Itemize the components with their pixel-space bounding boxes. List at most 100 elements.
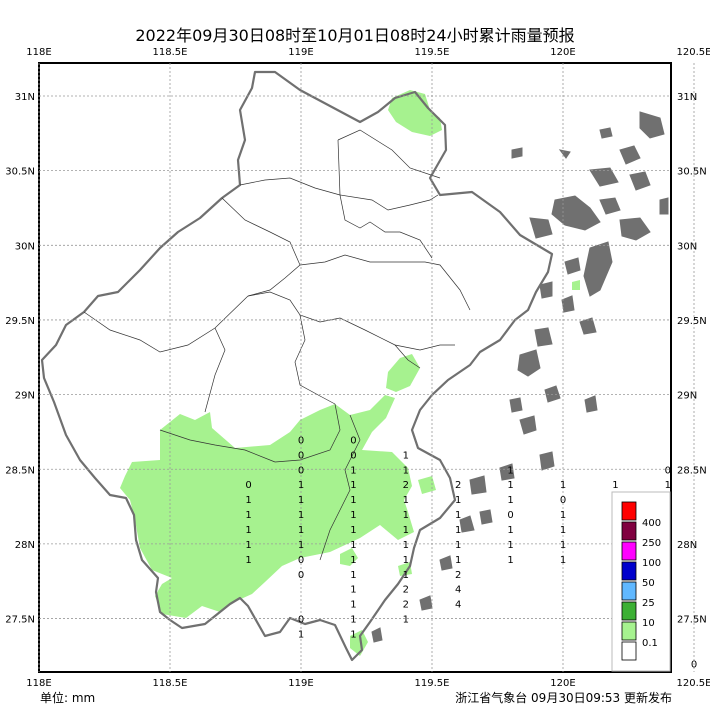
station-value: 0: [350, 450, 356, 461]
rain-area-small-3: [418, 476, 436, 494]
lon-tick-top: 118E: [26, 47, 51, 58]
station-value: 0: [507, 510, 513, 521]
color-legend: 400 250 100 50 25 10 0.1: [611, 491, 671, 672]
station-value: 1: [245, 510, 251, 521]
station-value: 1: [455, 525, 461, 536]
issuer-label: 浙江省气象台 09月30日09:53 更新发布: [455, 691, 672, 705]
station-value: 0: [691, 659, 697, 670]
station-value: 0: [298, 450, 304, 461]
station-value: 1: [350, 525, 356, 536]
station-value: 1: [350, 480, 356, 491]
rain-area-east: [386, 354, 420, 392]
station-value: 1: [245, 540, 251, 551]
station-value: 1: [298, 540, 304, 551]
legend-swatch: [621, 541, 637, 561]
rain-area-small-4: [398, 562, 412, 576]
station-value: 0: [245, 480, 251, 491]
station-value: 1: [403, 495, 409, 506]
station-value: 1: [350, 465, 356, 476]
lon-tick-bottom: 120.5E: [677, 678, 710, 689]
station-value: 1: [403, 465, 409, 476]
lon-tick-bottom: 118.5E: [153, 678, 188, 689]
legend-label: 400: [642, 518, 661, 529]
station-value: 1: [245, 495, 251, 506]
station-value: 1: [350, 570, 356, 581]
station-value: 1: [403, 570, 409, 581]
station-value: 0: [665, 465, 671, 476]
lon-tick-bottom: 120E: [550, 678, 575, 689]
rain-area-small-2: [350, 630, 368, 656]
lat-tick-right: 31N: [677, 92, 697, 103]
station-value: 1: [403, 615, 409, 626]
station-value: 1: [298, 495, 304, 506]
station-value: 1: [455, 510, 461, 521]
station-value: 0: [298, 570, 304, 581]
city-boundaries: [83, 129, 471, 561]
station-value: 1: [403, 450, 409, 461]
lat-tick-left: 29N: [15, 391, 35, 402]
station-value: 1: [612, 480, 618, 491]
station-value: 1: [350, 615, 356, 626]
legend-box: [611, 491, 671, 672]
lat-tick-left: 31N: [15, 92, 35, 103]
station-value: 1: [350, 585, 356, 596]
lon-tick-bottom: 119.5E: [415, 678, 450, 689]
map-frame: [38, 62, 672, 673]
lat-tick-left: 29.5N: [5, 316, 35, 327]
legend-label: 25: [642, 598, 655, 609]
station-value: 1: [298, 525, 304, 536]
station-value: 2: [455, 570, 461, 581]
lat-tick-right: 30.5N: [677, 167, 707, 178]
station-value: 1: [245, 555, 251, 566]
station-value: 1: [560, 540, 566, 551]
legend-swatch: [621, 521, 637, 541]
lat-tick-right: 27.5N: [677, 615, 707, 626]
station-value: 1: [455, 555, 461, 566]
station-value: 0: [298, 435, 304, 446]
station-value: 1: [403, 510, 409, 521]
legend-swatch: [621, 641, 637, 661]
legend-label: 250: [642, 538, 661, 549]
legend-swatch: [621, 601, 637, 621]
legend-swatch: [621, 621, 637, 641]
station-value: 1: [298, 480, 304, 491]
station-value: 1: [560, 480, 566, 491]
legend-label: 0.1: [642, 638, 658, 649]
coastal-islands: [371, 111, 669, 643]
legend-label: 10: [642, 618, 655, 629]
lat-tick-right: 28.5N: [677, 465, 707, 476]
axis-ticks: 118E 118E 118.5E 118.5E 119E 119E 119.5E 119.5E…: [5, 47, 710, 689]
unit-label: 单位: mm: [40, 691, 96, 705]
lat-tick-left: 27.5N: [5, 615, 35, 626]
lat-tick-right: 29N: [677, 391, 697, 402]
legend-swatch: [621, 581, 637, 601]
station-value: 1: [507, 540, 513, 551]
rain-area-small-5: [572, 280, 580, 290]
lon-tick-bottom: 118E: [26, 678, 51, 689]
station-value: 1: [507, 495, 513, 506]
lat-tick-left: 28N: [15, 540, 35, 551]
lat-tick-right: 28N: [677, 540, 697, 551]
station-value: 1: [298, 510, 304, 521]
station-value: 4: [455, 600, 461, 611]
legend-swatch: [621, 501, 637, 521]
lon-tick-top: 120.5E: [677, 47, 710, 58]
rain-area-southwest: [120, 395, 414, 618]
station-value: 2: [403, 480, 409, 491]
station-value: 1: [350, 629, 356, 640]
lon-tick-top: 119E: [288, 47, 313, 58]
lat-tick-left: 30N: [15, 241, 35, 252]
station-value: 1: [560, 510, 566, 521]
legend-swatch: [621, 561, 637, 581]
province-border: [40, 70, 554, 662]
rain-area-small-1: [340, 548, 358, 566]
station-value: 1: [350, 600, 356, 611]
graticule: [38, 63, 695, 672]
station-value: 1: [403, 525, 409, 536]
station-value: 1: [507, 555, 513, 566]
station-value: 0: [298, 555, 304, 566]
legend-label: 50: [642, 578, 655, 589]
station-value: 1: [403, 540, 409, 551]
station-value: 2: [403, 585, 409, 596]
station-value: 0: [298, 615, 304, 626]
